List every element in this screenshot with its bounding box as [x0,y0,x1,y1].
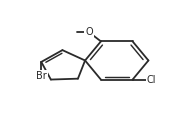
Text: Br: Br [36,71,47,81]
Text: O: O [85,27,93,37]
Text: Cl: Cl [147,75,156,85]
